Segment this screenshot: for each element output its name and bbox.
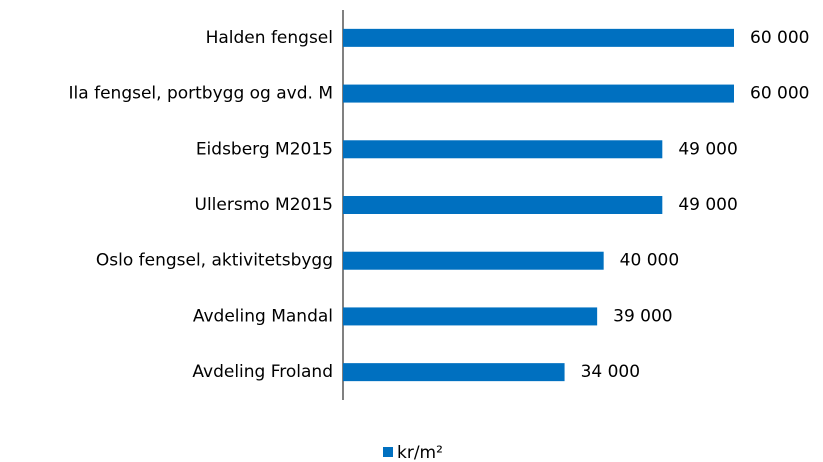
category-label: Ila fengsel, portbygg og avd. M (69, 84, 333, 104)
legend-swatch (383, 447, 393, 457)
value-label: 49 000 (678, 139, 737, 159)
bar (343, 140, 663, 159)
category-label: Ullersmo M2015 (195, 195, 334, 215)
category-label: Avdeling Mandal (193, 306, 333, 326)
category-label: Eidsberg M2015 (196, 139, 333, 159)
bar (343, 196, 663, 214)
bar (343, 363, 565, 382)
category-label: Halden fengsel (206, 28, 333, 48)
bar (343, 28, 734, 47)
bar (343, 307, 598, 326)
value-label: 60 000 (750, 84, 809, 104)
value-label: 40 000 (620, 251, 679, 271)
value-label: 34 000 (581, 362, 640, 382)
value-label: 39 000 (613, 306, 672, 326)
bar (343, 84, 734, 103)
category-label: Oslo fengsel, aktivitetsbygg (96, 251, 333, 271)
value-label: 49 000 (678, 195, 737, 215)
bar (343, 251, 604, 270)
category-label: Avdeling Froland (192, 362, 333, 382)
value-label: 60 000 (750, 28, 809, 48)
legend-label: kr/m² (397, 443, 443, 462)
